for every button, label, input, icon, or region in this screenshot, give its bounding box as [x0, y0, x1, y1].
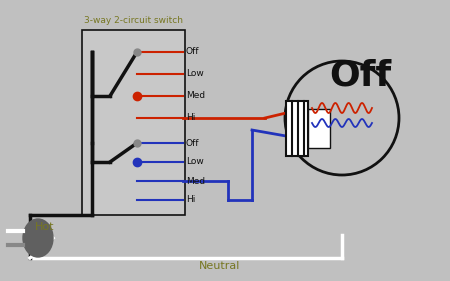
Bar [286, 101, 308, 156]
Text: Hi: Hi [186, 114, 195, 123]
Text: 3-way 2-circuit switch: 3-way 2-circuit switch [84, 16, 183, 25]
Bar [82, 30, 185, 215]
Text: Off: Off [329, 58, 391, 92]
Bar [308, 109, 330, 148]
Text: Low: Low [186, 157, 204, 167]
Text: Off: Off [186, 47, 199, 56]
Text: Neutral: Neutral [199, 261, 241, 271]
Text: Med: Med [186, 92, 205, 101]
Text: Hot: Hot [35, 222, 54, 232]
Circle shape [285, 61, 399, 175]
Text: Hi: Hi [186, 196, 195, 205]
Text: Med: Med [186, 176, 205, 185]
Text: Low: Low [186, 69, 204, 78]
Text: Off: Off [186, 139, 199, 148]
Ellipse shape [23, 219, 53, 257]
